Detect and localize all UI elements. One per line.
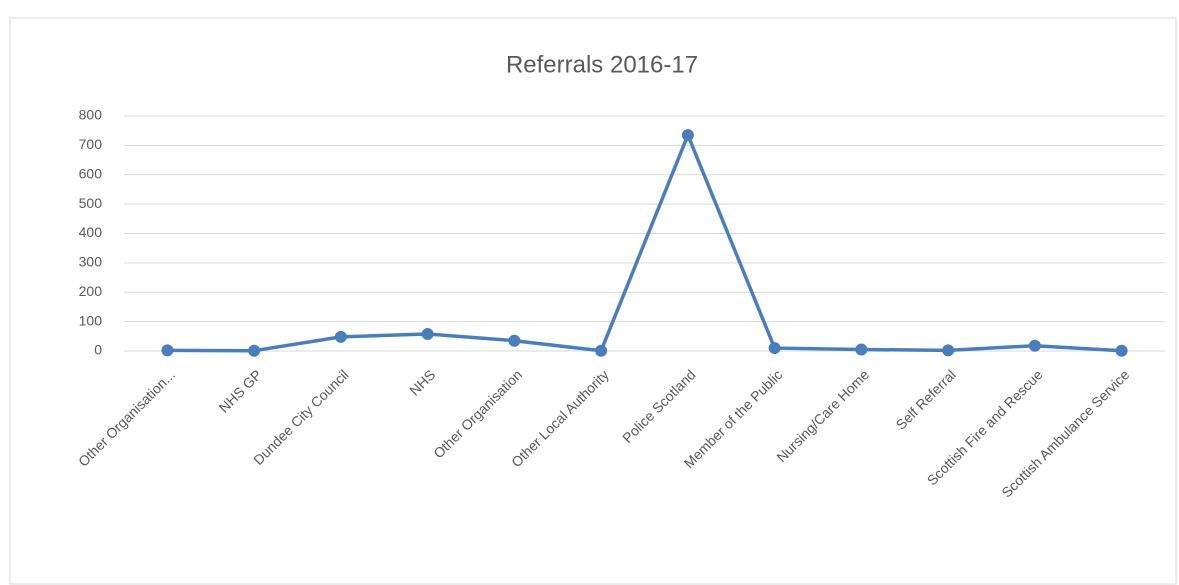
y-tick-label: 500 [79, 195, 103, 211]
data-point [942, 344, 955, 357]
data-point [161, 344, 174, 357]
y-tick-label: 0 [94, 342, 102, 358]
y-tick-label: 400 [79, 224, 103, 240]
data-point [855, 343, 868, 356]
chart-frame [9, 17, 1177, 585]
y-tick-label: 700 [79, 136, 103, 152]
data-point [334, 330, 347, 343]
y-tick-label: 300 [79, 254, 103, 270]
chart-title: Referrals 2016-17 [506, 51, 698, 78]
y-tick-label: 200 [79, 283, 103, 299]
data-point [681, 129, 694, 142]
data-point [248, 344, 261, 357]
data-point [768, 342, 781, 355]
y-tick-label: 100 [79, 312, 103, 328]
y-tick-label: 600 [79, 165, 103, 181]
data-point [421, 327, 434, 340]
data-point [1115, 344, 1128, 357]
data-point [1028, 339, 1041, 352]
data-point [595, 344, 608, 357]
series-line [167, 133, 1122, 353]
y-tick-label: 800 [79, 107, 103, 123]
data-point [508, 334, 521, 347]
